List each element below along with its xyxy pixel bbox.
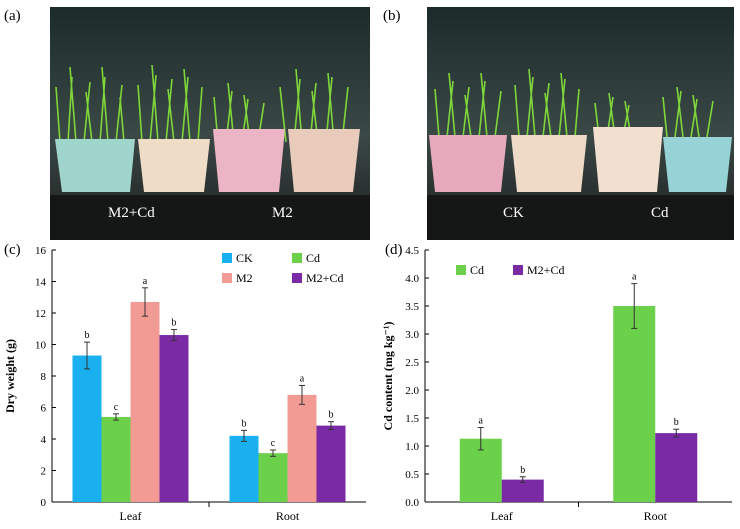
photo-b: CK Cd bbox=[427, 7, 734, 240]
y-tick-label: 4.5 bbox=[405, 245, 419, 257]
y-tick-label: 0.0 bbox=[405, 497, 419, 509]
y-tick-label: 0.5 bbox=[405, 469, 419, 481]
photo-a: M2+Cd M2 bbox=[50, 7, 370, 240]
bar-m2-cd-leaf bbox=[501, 479, 544, 502]
photo-a-illustration bbox=[50, 7, 370, 240]
y-tick-label: 10 bbox=[35, 340, 47, 352]
significance-letter: c bbox=[271, 438, 276, 449]
significance-letter: c bbox=[114, 402, 119, 413]
panel-d-letter: (d) bbox=[385, 242, 403, 258]
significance-letter: a bbox=[300, 373, 305, 384]
x-category-label: Root bbox=[276, 509, 300, 523]
legend-swatch bbox=[292, 273, 302, 283]
legend-label: M2+Cd bbox=[527, 263, 564, 277]
significance-letter: b bbox=[85, 330, 90, 341]
significance-letter: b bbox=[242, 418, 247, 429]
chart-c: Dry weight (g) 0 2 4 6 8 10 12 14 16 Leaf b c a b Root b… bbox=[3, 245, 366, 523]
y-tick-label: 4 bbox=[41, 434, 47, 446]
panel-a-letter: (a) bbox=[4, 8, 21, 24]
chart-d: Cd content (mg kg⁻¹) 0.0 0.5 1.0 1.5 2.0 2.5 3.… bbox=[381, 245, 732, 523]
photo-b-label-ck: CK bbox=[503, 205, 524, 221]
y-tick-label: 3.5 bbox=[405, 301, 419, 313]
legend-label: M2+Cd bbox=[306, 271, 343, 285]
y-tick-label: 2 bbox=[41, 466, 47, 478]
legend-swatch bbox=[292, 253, 302, 263]
bar-ck-root bbox=[229, 435, 259, 502]
y-tick-label: 2.5 bbox=[405, 357, 419, 369]
y-tick-label: 14 bbox=[35, 277, 47, 289]
y-tick-label: 6 bbox=[41, 403, 47, 415]
bar-m2-cd-leaf bbox=[159, 335, 189, 502]
legend-swatch bbox=[456, 265, 466, 275]
y-tick-label: 0 bbox=[41, 497, 47, 509]
legend-label: Cd bbox=[306, 251, 320, 265]
significance-letter: a bbox=[143, 276, 148, 287]
legend-swatch bbox=[513, 265, 523, 275]
bar-ck-leaf bbox=[72, 355, 102, 502]
bar-m2-cd-root bbox=[655, 433, 698, 502]
photo-b-illustration bbox=[427, 7, 734, 240]
x-category-label: Root bbox=[644, 509, 668, 523]
bar-m2-root bbox=[287, 394, 317, 502]
bar-m2-leaf bbox=[130, 301, 160, 502]
legend-label: M2 bbox=[236, 271, 253, 285]
y-tick-label: 8 bbox=[41, 371, 47, 383]
photo-b-label-cd: Cd bbox=[651, 205, 669, 221]
y-tick-label: 1.5 bbox=[405, 413, 419, 425]
panel-b-letter: (b) bbox=[383, 8, 401, 24]
x-category-label: Leaf bbox=[491, 509, 513, 523]
bar-cd-root bbox=[258, 453, 288, 502]
significance-letter: b bbox=[520, 465, 525, 476]
x-category-label: Leaf bbox=[120, 509, 142, 523]
significance-letter: b bbox=[674, 417, 679, 428]
y-tick-label: 2.0 bbox=[405, 385, 419, 397]
panel-c-letter: (c) bbox=[4, 242, 21, 258]
legend-label: Cd bbox=[470, 263, 484, 277]
y-tick-label: 1.0 bbox=[405, 441, 419, 453]
y-tick-label: 3.0 bbox=[405, 329, 419, 341]
legend-label: CK bbox=[236, 251, 253, 265]
y-axis-label: Cd content (mg kg⁻¹) bbox=[381, 322, 395, 431]
y-axis-label: Dry weight (g) bbox=[3, 339, 17, 413]
y-tick-label: 16 bbox=[35, 245, 47, 257]
legend-swatch bbox=[222, 253, 232, 263]
significance-letter: b bbox=[329, 410, 334, 421]
legend-swatch bbox=[222, 273, 232, 283]
significance-letter: b bbox=[172, 318, 177, 329]
bar-cd-root bbox=[613, 306, 656, 502]
significance-letter: a bbox=[479, 416, 484, 427]
y-tick-label: 12 bbox=[35, 308, 46, 320]
significance-letter: a bbox=[632, 272, 637, 283]
bar-m2-cd-root bbox=[316, 425, 346, 502]
y-tick-label: 4.0 bbox=[405, 273, 419, 285]
photo-a-label-m2: M2 bbox=[272, 205, 293, 221]
photo-a-label-m2cd: M2+Cd bbox=[108, 205, 155, 221]
bar-cd-leaf bbox=[101, 416, 131, 502]
